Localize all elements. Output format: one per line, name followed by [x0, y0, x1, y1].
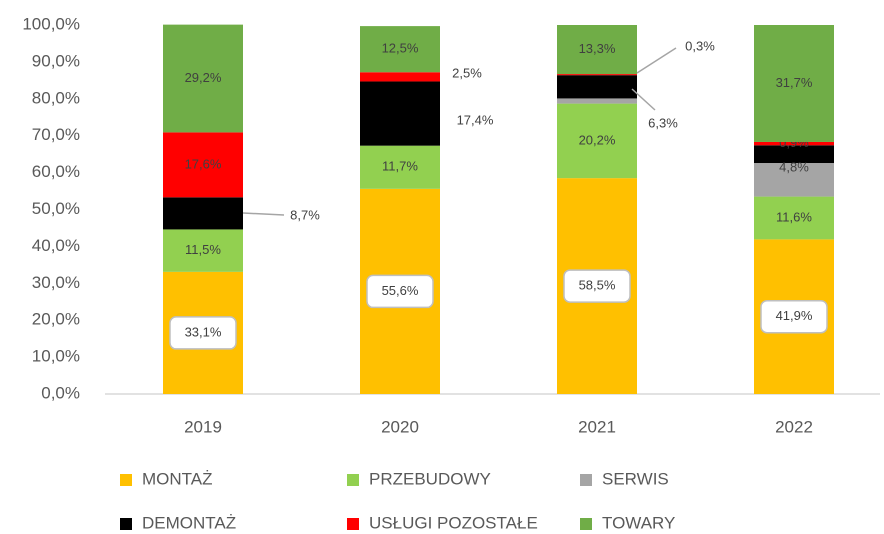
label-box — [563, 269, 631, 303]
data-label: 11,6% — [776, 209, 812, 224]
data-label: 41,9% — [776, 308, 813, 323]
leader-line — [242, 212, 285, 216]
data-label: 31,7% — [776, 75, 813, 90]
bar-segment — [163, 24, 243, 133]
data-label: 0,3% — [685, 38, 715, 53]
bar-segment — [163, 132, 243, 198]
legend-swatch — [120, 474, 132, 486]
data-label: 20,2% — [579, 132, 616, 147]
data-label: 4,8% — [779, 159, 809, 174]
data-label: 17,4% — [457, 112, 494, 127]
data-label: 55,6% — [382, 283, 419, 298]
y-tick-label: 0,0% — [41, 383, 80, 402]
bar-segment — [557, 75, 637, 99]
legend-swatch — [580, 474, 592, 486]
bar-segment — [754, 196, 834, 240]
data-label: 13,3% — [579, 41, 616, 56]
leader-line — [631, 88, 656, 111]
y-tick-label: 80,0% — [32, 88, 80, 107]
bar-segment — [557, 98, 637, 104]
bar-segment — [754, 25, 834, 142]
data-label: 2,5% — [452, 65, 482, 80]
y-tick-label: 20,0% — [32, 310, 80, 329]
y-tick-label: 90,0% — [32, 51, 80, 70]
data-label: 33,1% — [185, 324, 222, 339]
data-label: 11,5% — [185, 242, 221, 257]
legend-label: USŁUGI POZOSTAŁE — [369, 513, 538, 532]
bar-segment — [163, 197, 243, 230]
bar-segment — [360, 72, 440, 82]
y-tick-label: 40,0% — [32, 236, 80, 255]
data-label: 8,7% — [290, 207, 320, 222]
y-tick-label: 70,0% — [32, 125, 80, 144]
data-label: 29,2% — [185, 70, 222, 85]
x-tick-label: 2021 — [578, 417, 616, 436]
data-label: 12,5% — [382, 41, 419, 56]
label-box — [169, 316, 237, 350]
data-label: 17,6% — [185, 156, 222, 171]
data-label: 6,3% — [648, 115, 678, 130]
y-tick-label: 60,0% — [32, 162, 80, 181]
legend-label: MONTAŻ — [142, 469, 213, 488]
data-label: 11,7% — [382, 159, 418, 174]
data-label: 58,5% — [579, 278, 616, 293]
bar-segment — [163, 229, 243, 272]
legend-swatch — [580, 518, 592, 530]
legend-swatch — [120, 518, 132, 530]
bar-segment — [360, 81, 440, 146]
bar-segment — [360, 26, 440, 73]
legend-label: DEMONTAŻ — [142, 513, 236, 532]
y-tick-label: 50,0% — [32, 199, 80, 218]
bar-segment — [557, 25, 637, 75]
label-box — [366, 274, 434, 309]
bar-segment — [557, 103, 637, 179]
legend-swatch — [347, 474, 359, 486]
x-tick-label: 2019 — [184, 417, 222, 436]
y-tick-label: 30,0% — [32, 273, 80, 292]
x-tick-label: 2022 — [775, 417, 813, 436]
legend-label: SERWIS — [602, 469, 669, 488]
legend-label: TOWARY — [602, 513, 675, 532]
x-tick-label: 2020 — [381, 417, 419, 436]
y-tick-label: 100,0% — [22, 14, 80, 33]
bar-segment — [754, 145, 834, 164]
bar-segment — [754, 141, 834, 146]
label-box — [760, 299, 828, 334]
bar-segment — [557, 74, 637, 76]
leader-line — [636, 47, 677, 74]
legend-swatch — [347, 518, 359, 530]
bar-segment — [360, 145, 440, 189]
legend-label: PRZEBUDOWY — [369, 469, 491, 488]
bar-segment — [754, 163, 834, 197]
y-tick-label: 10,0% — [32, 347, 80, 366]
